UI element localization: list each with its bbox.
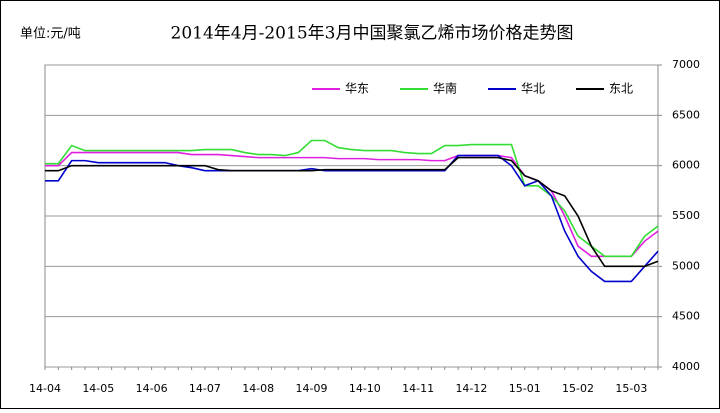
series-line	[45, 156, 659, 268]
chart-title: 2014年4月-2015年3月中国聚氯乙烯市场价格走势图	[171, 24, 574, 44]
y-tick-label: 5000	[672, 259, 700, 272]
legend-label: 华东	[345, 82, 369, 96]
x-tick-label: 14-05	[82, 382, 114, 395]
x-tick-label: 14-08	[242, 382, 274, 395]
x-tick-label: 15-02	[562, 382, 594, 395]
legend-label: 东北	[609, 82, 633, 96]
series-line	[45, 139, 659, 258]
x-tick-label: 14-12	[455, 382, 487, 395]
series-line	[45, 154, 659, 283]
x-tick-label: 15-03	[615, 382, 647, 395]
y-tick-label: 7000	[672, 58, 700, 71]
y-tick-label: 6500	[672, 108, 700, 121]
y-tick-label: 5500	[672, 209, 700, 222]
unit-label: 单位:元/吨	[20, 27, 81, 42]
x-tick-label: 14-06	[136, 382, 168, 395]
x-tick-label: 14-11	[402, 382, 434, 395]
legend-label: 华北	[521, 82, 545, 96]
x-tick-label: 15-01	[509, 382, 541, 395]
x-tick-label: 14-10	[349, 382, 381, 395]
y-tick-label: 4500	[672, 310, 700, 323]
x-tick-label: 14-09	[296, 382, 328, 395]
series-line	[45, 151, 659, 258]
y-tick-label: 4000	[672, 360, 700, 373]
x-tick-label: 14-07	[189, 382, 221, 395]
x-tick-label: 14-04	[29, 382, 61, 395]
legend-label: 华南	[433, 81, 457, 96]
y-tick-label: 6000	[672, 159, 700, 172]
